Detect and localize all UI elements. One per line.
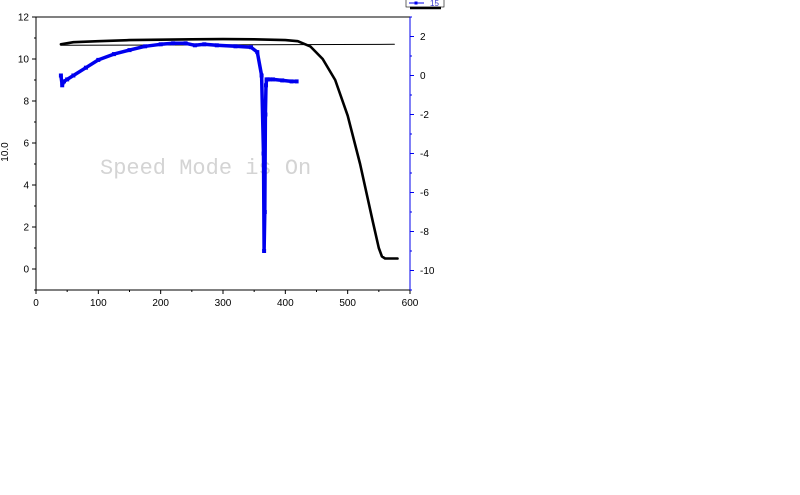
x-tick-label: 200 <box>152 298 169 309</box>
y-right-tick-label: -10 <box>420 266 435 277</box>
series-point-2 <box>60 83 65 88</box>
y-right-tick-label: 2 <box>420 32 426 43</box>
series-layer <box>58 37 399 260</box>
legend-swatch-marker <box>414 1 418 5</box>
y-right-tick-label: -8 <box>420 227 429 238</box>
series-point-2 <box>71 73 76 78</box>
y-left-tick-label: 6 <box>23 139 29 150</box>
series-point-2 <box>262 249 267 253</box>
series-point-2 <box>214 43 219 48</box>
series-point-2 <box>183 41 188 46</box>
series-point-2 <box>249 45 253 50</box>
y-right-tick-label: -6 <box>420 188 429 199</box>
series-point-2 <box>65 77 70 82</box>
y-left-tick-label: 0 <box>23 265 29 276</box>
series-point-2 <box>83 65 88 70</box>
x-tick-label: 0 <box>33 298 39 309</box>
y-axis-label-fragment: 10.0 <box>0 142 11 162</box>
x-tick-label: 100 <box>90 298 107 309</box>
series-point-2 <box>158 42 163 47</box>
series-point-2 <box>294 79 299 84</box>
series-point-2 <box>96 57 101 62</box>
series-point-2 <box>289 79 294 84</box>
series-point-2 <box>261 151 266 156</box>
series-point-2 <box>62 79 66 84</box>
series-point-2 <box>262 210 267 214</box>
series-point-2 <box>58 73 63 78</box>
y-left-tick-label: 4 <box>23 181 29 192</box>
y-right-tick-label: 0 <box>420 71 426 82</box>
y-right-tick-label: -2 <box>420 110 429 121</box>
series-point-2 <box>171 41 176 46</box>
y-right-tick-label: -4 <box>420 149 429 160</box>
series-point-2 <box>111 52 116 57</box>
y-left-ticks: 0 2 4 6 8 10 12 <box>18 13 36 291</box>
series-point-2 <box>192 43 197 48</box>
series-point-2 <box>233 44 238 49</box>
watermark: Speed Mode is On <box>100 156 311 181</box>
y-left-tick-label: 10 <box>18 55 30 66</box>
plot-frame <box>35 16 411 291</box>
legend: 15 <box>405 0 445 10</box>
series-point-2 <box>143 44 148 49</box>
y-left-tick-label: 12 <box>18 13 30 24</box>
series-point-2 <box>263 112 268 117</box>
x-tick-label: 500 <box>339 298 356 309</box>
y-left-tick-label: 2 <box>23 223 29 234</box>
y-right-ticks: -10 -8 -6 -4 -2 0 2 <box>410 16 435 291</box>
series-point-2 <box>267 77 272 82</box>
x-tick-label: 600 <box>402 298 419 309</box>
y-left-tick-label: 8 <box>23 97 29 108</box>
series-point-2 <box>127 48 132 53</box>
series-point-2 <box>270 77 275 82</box>
x-tick-label: 300 <box>215 298 232 309</box>
legend-label: 15 <box>430 0 439 8</box>
series-point-2 <box>255 50 260 55</box>
x-tick-label: 400 <box>277 298 294 309</box>
series-point-2 <box>202 42 207 47</box>
series-line-0 <box>59 37 399 260</box>
x-ticks: 0 100 200 300 400 500 600 <box>33 290 419 309</box>
series-point-2 <box>280 78 285 83</box>
series-point-2 <box>264 83 268 88</box>
series-point-2 <box>259 73 264 78</box>
